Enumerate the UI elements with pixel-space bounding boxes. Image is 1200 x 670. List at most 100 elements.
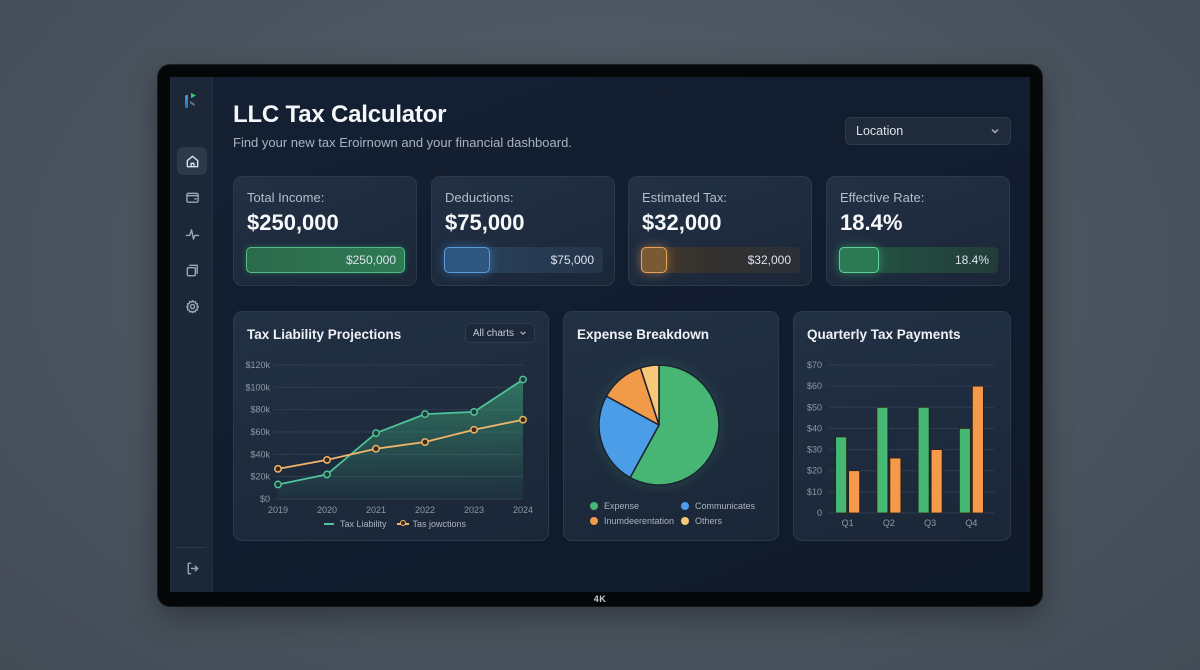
legend-label: Tas jowctions [412,519,467,529]
stat-value: 18.4% [840,210,903,235]
page-title: LLC Tax Calculator [233,101,447,128]
svg-text:$70: $70 [807,360,822,370]
svg-text:2021: 2021 [366,505,386,515]
stat-value: $32,000 [642,210,722,235]
tax-liability-line-chart: $0 $20k $40k $60k $80k $100k $120k 2019 2020 2021… [245,360,533,515]
logout-icon [187,562,198,574]
svg-text:$100k: $100k [245,382,270,392]
stat-progress-bar: $250,000 [246,247,405,273]
svg-text:$40: $40 [807,423,822,433]
sidebar-item-home[interactable] [177,147,207,175]
location-select[interactable]: Location [845,117,1011,145]
pie-legend-item: Inumdeerentation [590,516,674,526]
panel-title: Expense Breakdown [577,327,710,342]
svg-text:$20: $20 [807,466,822,476]
legend-line-swatch [324,523,334,525]
legend-label: Inumdeerentation [604,516,675,526]
stat-progress-fill [641,247,667,273]
legend-label: Tax Liability [340,519,387,529]
app-logo-icon [185,93,196,108]
legend-label: Communicates [695,501,756,511]
legend-marker-swatch [396,520,409,526]
stat-label: Deductions: [445,190,514,205]
stat-progress-fill [444,247,490,273]
svg-text:$60k: $60k [250,427,270,437]
stat-card-total-income: Total Income: $250,000 $250,000 [233,176,417,286]
svg-text:2023: 2023 [464,505,484,515]
tax-liability-panel: Tax Liability Projections All charts $0 $… [233,311,549,541]
svg-text:$20k: $20k [250,472,270,482]
stat-label: Effective Rate: [840,190,925,205]
svg-text:2022: 2022 [415,505,435,515]
document-icon [186,264,198,276]
stat-progress-bar: 18.4% [839,247,998,273]
chart-filter-value: All charts [472,327,514,339]
svg-text:$60: $60 [807,381,822,391]
chart-filter-dropdown[interactable]: All charts [464,323,535,343]
stat-label: Total Income: [247,190,325,205]
page-subtitle: Find your new tax Eroirnown and your fin… [233,135,572,150]
svg-text:Q3: Q3 [924,518,936,528]
expense-pie-chart [597,363,721,487]
svg-text:$80k: $80k [250,405,270,415]
legend-label: Others [695,516,723,526]
svg-text:2020: 2020 [317,505,337,515]
legend-dot [681,517,689,525]
stat-label: Estimated Tax: [642,190,728,205]
svg-text:Q1: Q1 [842,518,854,528]
svg-text:$0: $0 [260,494,270,504]
stat-bar-text: $32,000 [747,253,791,267]
sidebar-item-logout[interactable] [177,554,207,582]
chevron-down-icon [991,128,999,134]
sidebar-item-activity[interactable] [177,220,207,248]
legend-dot [590,502,598,510]
location-select-value: Location [856,124,904,138]
line-chart-legend: Tax Liability Tas jowctions [324,519,466,529]
stat-card-effective-rate: Effective Rate: 18.4% 18.4% [826,176,1010,286]
pie-legend-item: Others [681,516,722,526]
expense-breakdown-panel: Expense Breakdown Expense Communicates I… [563,311,779,541]
stat-value: $75,000 [445,210,525,235]
stat-bar-text: $75,000 [550,253,594,267]
svg-text:Q4: Q4 [965,518,977,528]
chevron-down-icon [520,331,526,336]
stat-progress-bar: $32,000 [641,247,800,273]
stat-card-deductions: Deductions: $75,000 $75,000 [431,176,615,286]
stat-progress-fill [839,247,879,273]
svg-text:$10: $10 [807,487,822,497]
sidebar-divider [176,547,206,548]
sidebar [170,77,213,592]
sidebar-item-wallet[interactable] [177,183,207,211]
sidebar-item-settings[interactable] [177,292,207,320]
stat-value: $250,000 [247,210,339,235]
quarterly-bar-chart: 0 $10 $20 $30 $40 $50 $60 $70 Q1 Q2 Q3 Q4 [807,360,994,528]
pie-legend-item: Expense [590,501,639,511]
legend-dot [681,502,689,510]
panel-title: Tax Liability Projections [247,327,402,342]
stat-bar-text: 18.4% [954,253,989,267]
stat-progress-fill [246,247,405,273]
gear-icon [185,299,199,313]
panel-title: Quarterly Tax Payments [807,327,961,342]
svg-text:$50: $50 [807,402,822,412]
sidebar-item-documents[interactable] [177,256,207,284]
stat-bar-text: $250,000 [345,253,396,267]
svg-text:2019: 2019 [268,505,288,515]
svg-text:$30: $30 [807,445,822,455]
stat-progress-bar: $75,000 [444,247,603,273]
svg-text:$120k: $120k [245,360,270,370]
svg-text:$40k: $40k [250,449,270,459]
wallet-icon [185,192,199,203]
stat-card-estimated-tax: Estimated Tax: $32,000 $32,000 [628,176,812,286]
activity-icon [185,228,199,240]
app-screen: LLC Tax Calculator Find your new tax Ero… [170,77,1030,592]
svg-text:Q2: Q2 [883,518,895,528]
legend-dot [590,517,598,525]
svg-text:0: 0 [817,508,822,518]
legend-label: Expense [604,501,640,511]
svg-text:2024: 2024 [513,505,533,515]
quarterly-payments-panel: Quarterly Tax Payments 0 $10 $20 $30 $40 $50 $… [793,311,1011,541]
device-badge: 4K [593,594,607,604]
home-icon [186,155,198,167]
pie-legend-item: Communicates [681,501,755,511]
